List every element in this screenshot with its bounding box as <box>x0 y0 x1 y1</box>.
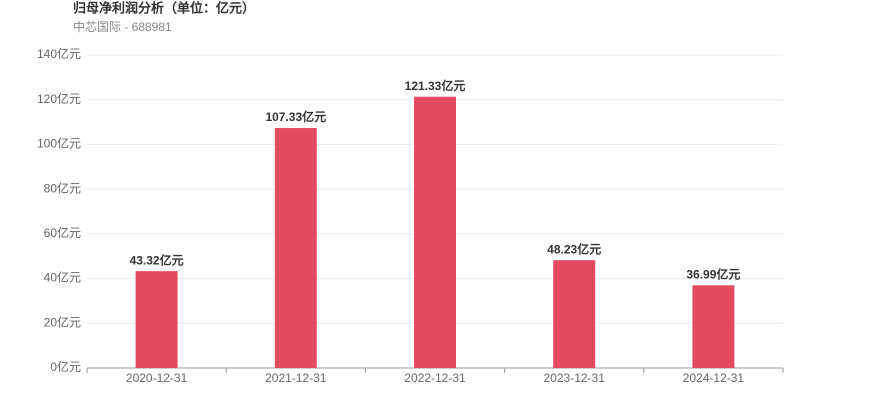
y-tick-label: 60亿元 <box>44 225 81 240</box>
bar <box>553 260 596 368</box>
y-tick-label: 40亿元 <box>44 270 81 285</box>
chart-title: 归母净利润分析（单位：亿元） <box>73 0 255 15</box>
value-label: 48.23亿元 <box>547 241 601 256</box>
x-tick-label: 2024-12-31 <box>683 371 745 385</box>
value-label: 107.33亿元 <box>265 109 326 124</box>
y-tick-label: 0亿元 <box>50 359 81 374</box>
bar <box>274 128 317 368</box>
y-tick-label: 120亿元 <box>37 91 81 106</box>
y-tick-label: 20亿元 <box>44 314 81 329</box>
y-tick-label: 140亿元 <box>37 46 81 61</box>
x-tick-label: 2021-12-31 <box>265 371 327 385</box>
value-label: 121.33亿元 <box>405 78 466 93</box>
bar <box>692 285 735 368</box>
value-label: 36.99亿元 <box>686 266 740 281</box>
y-tick-label: 80亿元 <box>44 180 81 195</box>
bar <box>135 271 178 368</box>
bar <box>414 96 456 368</box>
value-label: 43.32亿元 <box>130 252 184 267</box>
y-tick-label: 100亿元 <box>37 136 81 151</box>
x-tick-label: 2022-12-31 <box>404 371 466 385</box>
x-tick-label: 2023-12-31 <box>544 371 606 385</box>
x-tick-label: 2020-12-31 <box>126 371 188 385</box>
chart-subtitle: 中芯国际 - 688981 <box>73 19 172 34</box>
